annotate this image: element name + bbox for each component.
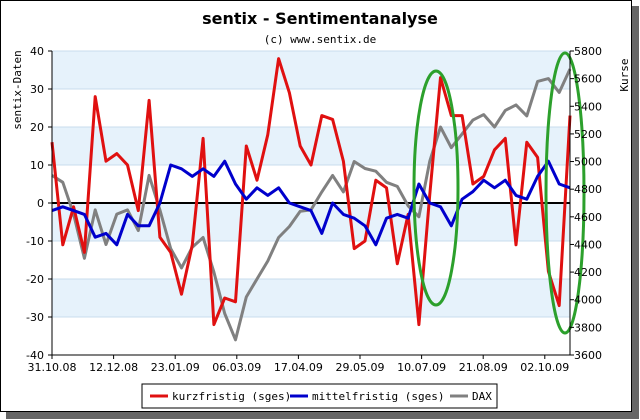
chart-title: sentix - Sentimentanalyse (202, 9, 438, 28)
x-tick-label: 10.07.09 (397, 361, 446, 374)
y-right-tick-label: 4600 (574, 211, 602, 224)
y-left-tick-label: 40 (30, 45, 44, 58)
x-tick-label: 21.08.09 (459, 361, 508, 374)
y-right-tick-label: 4200 (574, 266, 602, 279)
x-tick-label: 23.01.09 (151, 361, 200, 374)
y-left-tick-label: -10 (26, 235, 44, 248)
legend-item-dax-label: DAX (472, 390, 492, 403)
frame-shadow-bottom (6, 412, 639, 419)
chart-subtitle: (c) www.sentix.de (264, 33, 377, 46)
x-tick-label: 06.03.09 (212, 361, 261, 374)
y-right-tick-label: 5000 (574, 156, 602, 169)
y-axis-left-label: sentix-Daten (11, 50, 24, 129)
annotation-ellipse (544, 51, 586, 335)
plot-band (52, 279, 570, 317)
legend: kurzfristig (sges) mittelfristig (sges) DA… (141, 383, 498, 409)
y-left-tick-label: 30 (30, 83, 44, 96)
y-right-tick-label: 4800 (574, 183, 602, 196)
legend-box (141, 383, 498, 409)
frame-shadow-right (632, 6, 639, 419)
y-left-tick-label: 0 (37, 197, 44, 210)
y-right-tick-label: 3600 (574, 349, 602, 362)
y-left-tick-label: -40 (26, 349, 44, 362)
y-axis-right-label: Kurse (618, 58, 631, 91)
x-tick-label: 31.10.08 (28, 361, 77, 374)
y-right-tick-label: 5200 (574, 128, 602, 141)
y-right-tick-label: 5800 (574, 45, 602, 58)
y-left-tick-label: -30 (26, 311, 44, 324)
annotation-ellipse (412, 69, 460, 307)
x-tick-label: 12.12.08 (89, 361, 138, 374)
y-left-tick-label: 20 (30, 121, 44, 134)
series-line-mittelfristig (51, 159, 571, 247)
y-right-tick-label: 5600 (574, 73, 602, 86)
y-right-tick-label: 4000 (574, 294, 602, 307)
y-right-tick-label: 5400 (574, 100, 602, 113)
y-left-tick-label: 10 (30, 159, 44, 172)
y-right-tick-label: 3800 (574, 321, 602, 334)
series-line-kurzfristig (50, 57, 572, 327)
plot-band (52, 51, 570, 89)
x-tick-label: 29.05.09 (336, 361, 385, 374)
x-tick-label: 17.04.09 (274, 361, 323, 374)
legend-item-mittelfristig-label: mittelfristig (sges) (312, 390, 444, 403)
y-left-tick-label: -20 (26, 273, 44, 286)
y-right-tick-label: 4400 (574, 238, 602, 251)
legend-item-kurzfristig-label: kurzfristig (sges) (172, 390, 291, 403)
x-tick-label: 02.10.09 (520, 361, 569, 374)
